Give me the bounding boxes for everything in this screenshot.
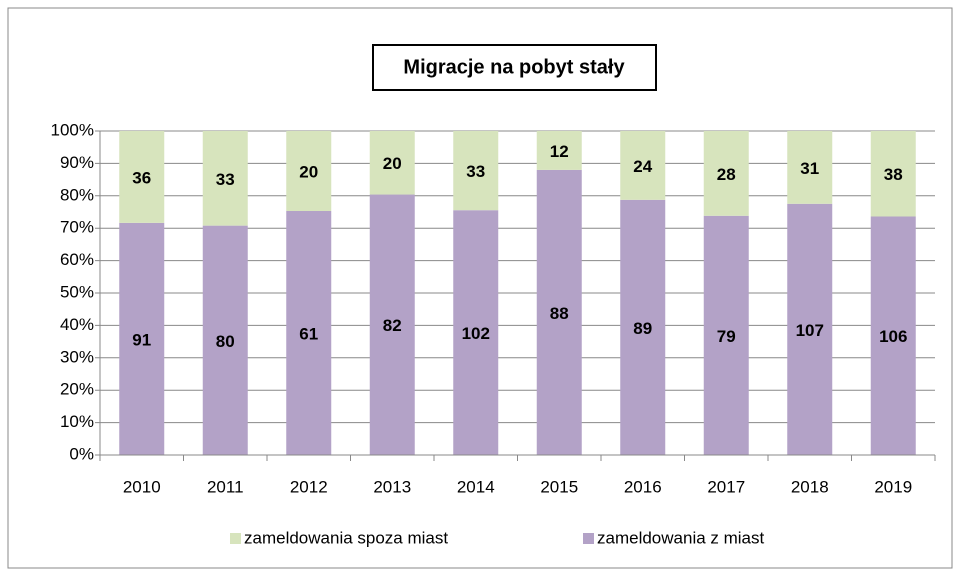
data-label: 79 [717,327,736,346]
data-label: 33 [466,162,485,181]
y-tick-label: 0% [69,444,94,463]
data-label: 20 [383,154,402,173]
data-label: 38 [884,165,903,184]
x-tick-label: 2017 [707,477,745,496]
y-tick-label: 80% [60,185,94,204]
y-tick-label: 100% [51,120,94,139]
data-label: 20 [299,162,318,181]
x-tick-label: 2012 [290,477,328,496]
bar-segment [202,131,248,226]
data-label: 24 [633,157,652,176]
data-label: 91 [132,330,151,349]
x-tick-label: 2010 [123,477,161,496]
bar-segment [369,194,415,455]
data-label: 102 [462,324,490,343]
bar-segment [787,131,833,204]
y-tick-label: 70% [60,218,94,237]
data-label: 33 [216,170,235,189]
chart-title: Migracje na pobyt stały [403,56,625,78]
data-label: 31 [800,159,819,178]
data-label: 61 [299,324,318,343]
data-label: 80 [216,332,235,351]
bar-segment [536,131,582,170]
legend-swatch [230,533,241,544]
data-label: 89 [633,319,652,338]
x-tick-label: 2011 [207,477,244,496]
x-tick-label: 2013 [373,477,411,496]
x-tick-label: 2014 [457,477,495,496]
x-tick-label: 2015 [540,477,578,496]
bar-segment [536,169,582,455]
bar-segment [286,211,332,455]
y-tick-label: 60% [60,250,94,269]
x-tick-label: 2018 [791,477,829,496]
bar-segment [620,199,666,455]
y-tick-label: 20% [60,380,94,399]
bar-segment [870,131,916,217]
data-label: 36 [132,168,151,187]
bar-segment [453,210,499,455]
bar-segment [870,216,916,455]
bar-segment [453,131,499,211]
y-tick-label: 50% [60,282,94,301]
bar-segment [620,131,666,200]
legend-label: zameldowania z miast [597,528,765,547]
legend-label: zameldowania spoza miast [244,528,448,547]
bar-segment [369,131,415,195]
legend-swatch [583,533,594,544]
data-label: 88 [550,304,569,323]
data-label: 82 [383,316,402,335]
y-tick-label: 30% [60,347,94,366]
data-label: 107 [796,321,824,340]
y-tick-label: 40% [60,315,94,334]
bar-segment [202,225,248,455]
x-tick-label: 2019 [874,477,912,496]
bar-segment [119,222,165,455]
bar-segment [703,215,749,455]
data-label: 106 [879,327,907,346]
y-tick-label: 10% [60,412,94,431]
data-label: 28 [717,165,736,184]
x-tick-label: 2016 [624,477,662,496]
data-label: 12 [550,142,569,161]
bar-segment [119,131,165,223]
y-tick-label: 90% [60,153,94,172]
title-box [372,44,657,91]
bar-segment [787,203,833,455]
bar-segment [286,131,332,211]
bar-segment [703,131,749,216]
